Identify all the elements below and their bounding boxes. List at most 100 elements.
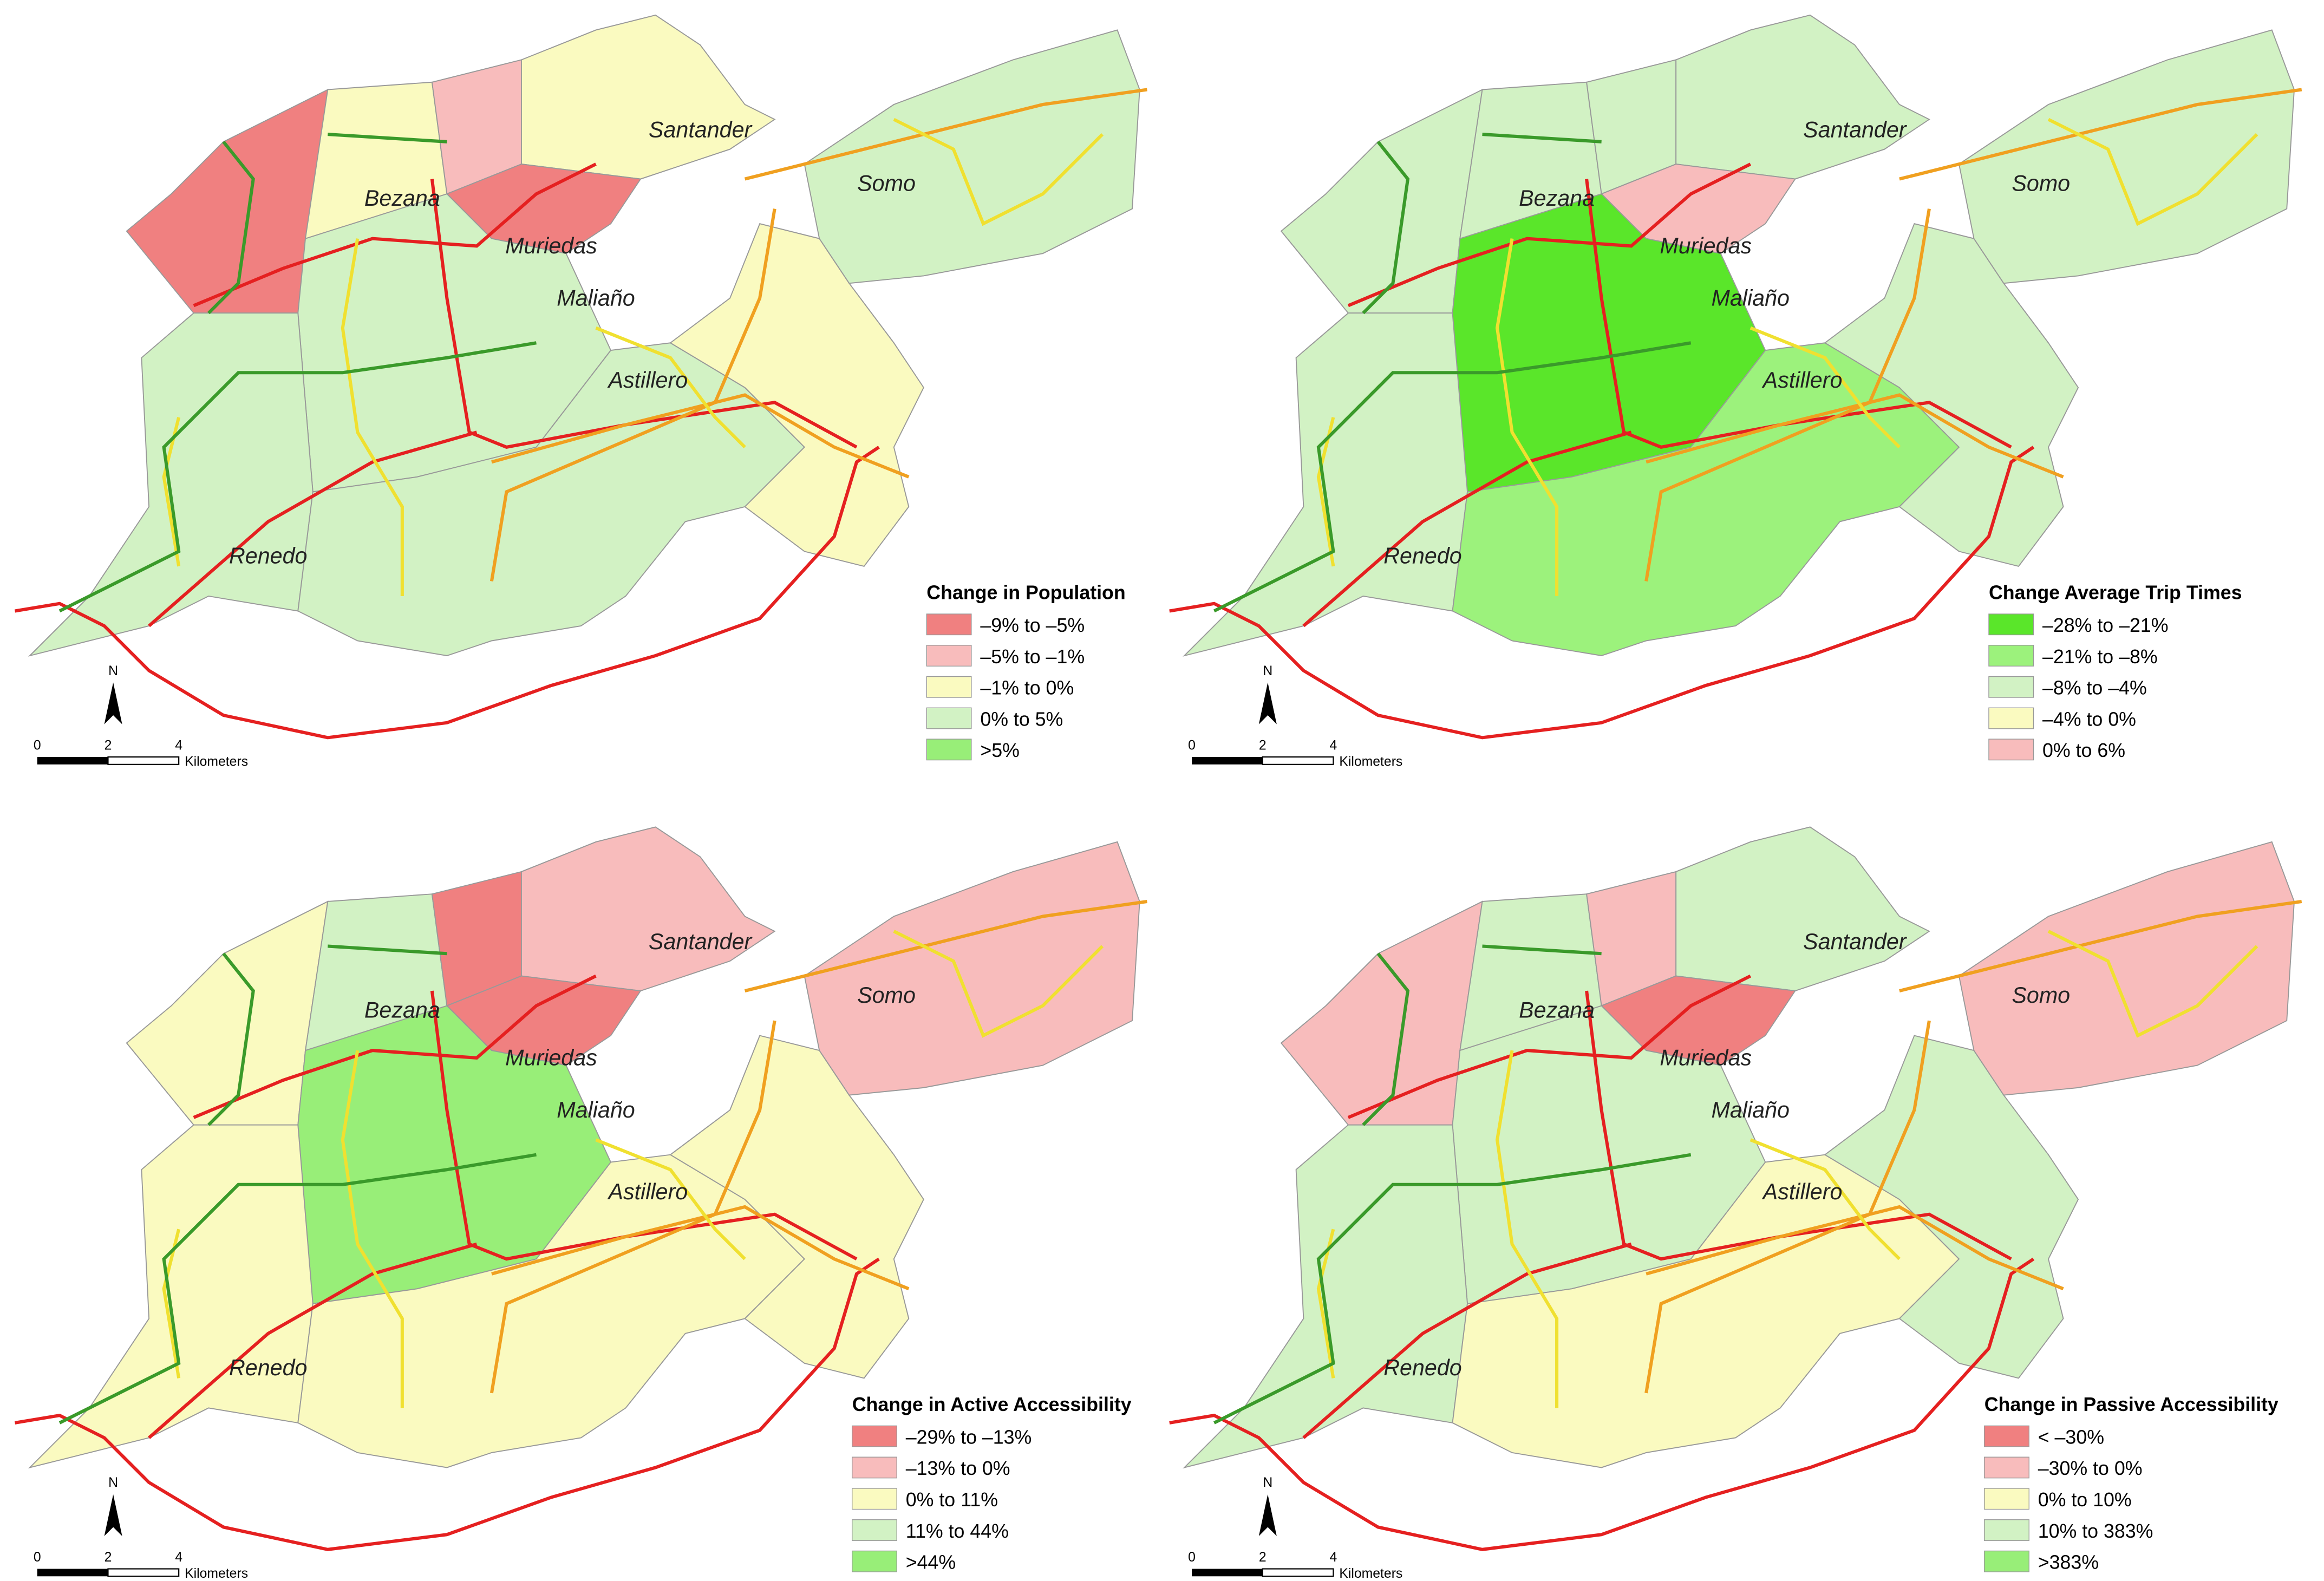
road — [744, 899, 1147, 992]
district — [1280, 88, 1483, 314]
scale-bar-light — [107, 756, 180, 765]
road — [1585, 990, 2012, 1261]
map-panel: Santander Somo Bezana Muriedas Maliaño Astill… — [15, 14, 1147, 769]
road — [744, 88, 1147, 181]
legend-label: 11% to 44% — [906, 1520, 1009, 1542]
north-arrow — [1258, 1494, 1277, 1537]
legend-label: –28% to –21% — [2042, 615, 2169, 636]
legend-swatch — [926, 739, 972, 761]
legend-label: 0% to 5% — [980, 708, 1063, 730]
legend-swatch — [852, 1456, 897, 1479]
road — [1644, 1020, 1931, 1394]
district — [1675, 14, 1930, 180]
legend-swatch — [926, 676, 972, 698]
place-label: Santander — [649, 929, 753, 954]
district — [804, 841, 1140, 1096]
district — [28, 312, 314, 657]
scale-unit: Kilometers — [1339, 1566, 1402, 1581]
legend-label: 10% to 383% — [2038, 1520, 2153, 1542]
road — [58, 1153, 537, 1425]
legend-label: 0% to 6% — [2042, 740, 2125, 761]
place-label: Somo — [2012, 171, 2070, 196]
place-label: Renedo — [229, 543, 308, 568]
legend-swatch — [1984, 1519, 2029, 1541]
scale-unit: Kilometers — [185, 1566, 248, 1581]
road — [595, 326, 746, 448]
legend-label: 0% to 10% — [2038, 1489, 2132, 1511]
legend-swatch — [926, 707, 972, 729]
north-label: N — [1263, 1475, 1272, 1490]
legend-label: –13% to 0% — [906, 1458, 1010, 1479]
road — [1362, 952, 1410, 1126]
district — [520, 826, 776, 992]
legend-swatch — [852, 1488, 897, 1510]
road — [328, 133, 447, 143]
legend-swatch — [1988, 707, 2034, 729]
road — [489, 1020, 776, 1394]
legend-swatch — [926, 645, 972, 667]
legend-label: >383% — [2038, 1552, 2099, 1573]
scale-bar-dark — [1192, 757, 1263, 765]
road — [1749, 1138, 1901, 1260]
road — [430, 990, 858, 1261]
scale-bar-dark — [37, 1569, 108, 1577]
legend-label: –30% to 0% — [2038, 1458, 2143, 1479]
district — [804, 29, 1140, 284]
scale-tick-label: 4 — [175, 1550, 182, 1565]
scale-tick-label: 2 — [1259, 1550, 1267, 1565]
scale-unit: Kilometers — [185, 755, 248, 769]
road — [595, 1138, 746, 1260]
road — [193, 162, 597, 308]
map-panel: Santander Somo Bezana Muriedas Maliaño Astill… — [1169, 14, 2302, 769]
legend-swatch — [1988, 739, 2034, 761]
district — [669, 223, 924, 567]
road — [328, 944, 447, 956]
place-label: Renedo — [1383, 543, 1462, 568]
legend-label: –9% to –5% — [980, 615, 1085, 636]
road — [58, 341, 537, 613]
north-label: N — [1263, 664, 1272, 678]
place-label: Somo — [2012, 983, 2070, 1008]
place-label: Somo — [857, 171, 916, 196]
legend-swatch — [1988, 613, 2034, 636]
district — [1675, 826, 1930, 992]
north-label: N — [108, 664, 118, 678]
place-label: Bezana — [364, 186, 440, 211]
road — [1899, 88, 2302, 181]
road — [341, 1050, 404, 1408]
scale-tick-label: 0 — [1188, 738, 1196, 753]
legend-swatch — [1988, 645, 2034, 667]
legend-swatch — [926, 613, 972, 636]
district — [1183, 1124, 1468, 1469]
place-label: Renedo — [1383, 1355, 1462, 1380]
legend-title: Change Average Trip Times — [1989, 582, 2242, 603]
road — [893, 930, 1104, 1038]
road — [2047, 117, 2258, 226]
scale-tick-label: 2 — [1259, 738, 1267, 753]
legend-label: –5% to –1% — [980, 646, 1085, 668]
road — [1495, 238, 1559, 596]
place-label: Maliaño — [557, 285, 635, 310]
place-label: Santander — [1803, 929, 1908, 954]
scale-bar-dark — [1192, 1569, 1263, 1577]
place-label: Muriedas — [505, 1046, 597, 1070]
north-arrow — [1258, 682, 1277, 724]
road — [1585, 179, 2012, 449]
district — [28, 1124, 314, 1469]
road — [1169, 446, 2035, 740]
north-label: N — [108, 1475, 118, 1490]
legend-swatch — [852, 1425, 897, 1447]
road — [207, 952, 255, 1126]
legend-title: Change in Passive Accessibility — [1984, 1394, 2279, 1415]
district — [1280, 900, 1483, 1126]
district — [1824, 223, 2079, 567]
road — [491, 393, 910, 479]
road — [207, 140, 255, 315]
legend-title: Change in Population — [926, 582, 1125, 603]
road — [1646, 1205, 2064, 1291]
road — [1644, 208, 1931, 582]
scale-bar-light — [1262, 1568, 1334, 1577]
legend-label: –1% to 0% — [980, 677, 1074, 699]
